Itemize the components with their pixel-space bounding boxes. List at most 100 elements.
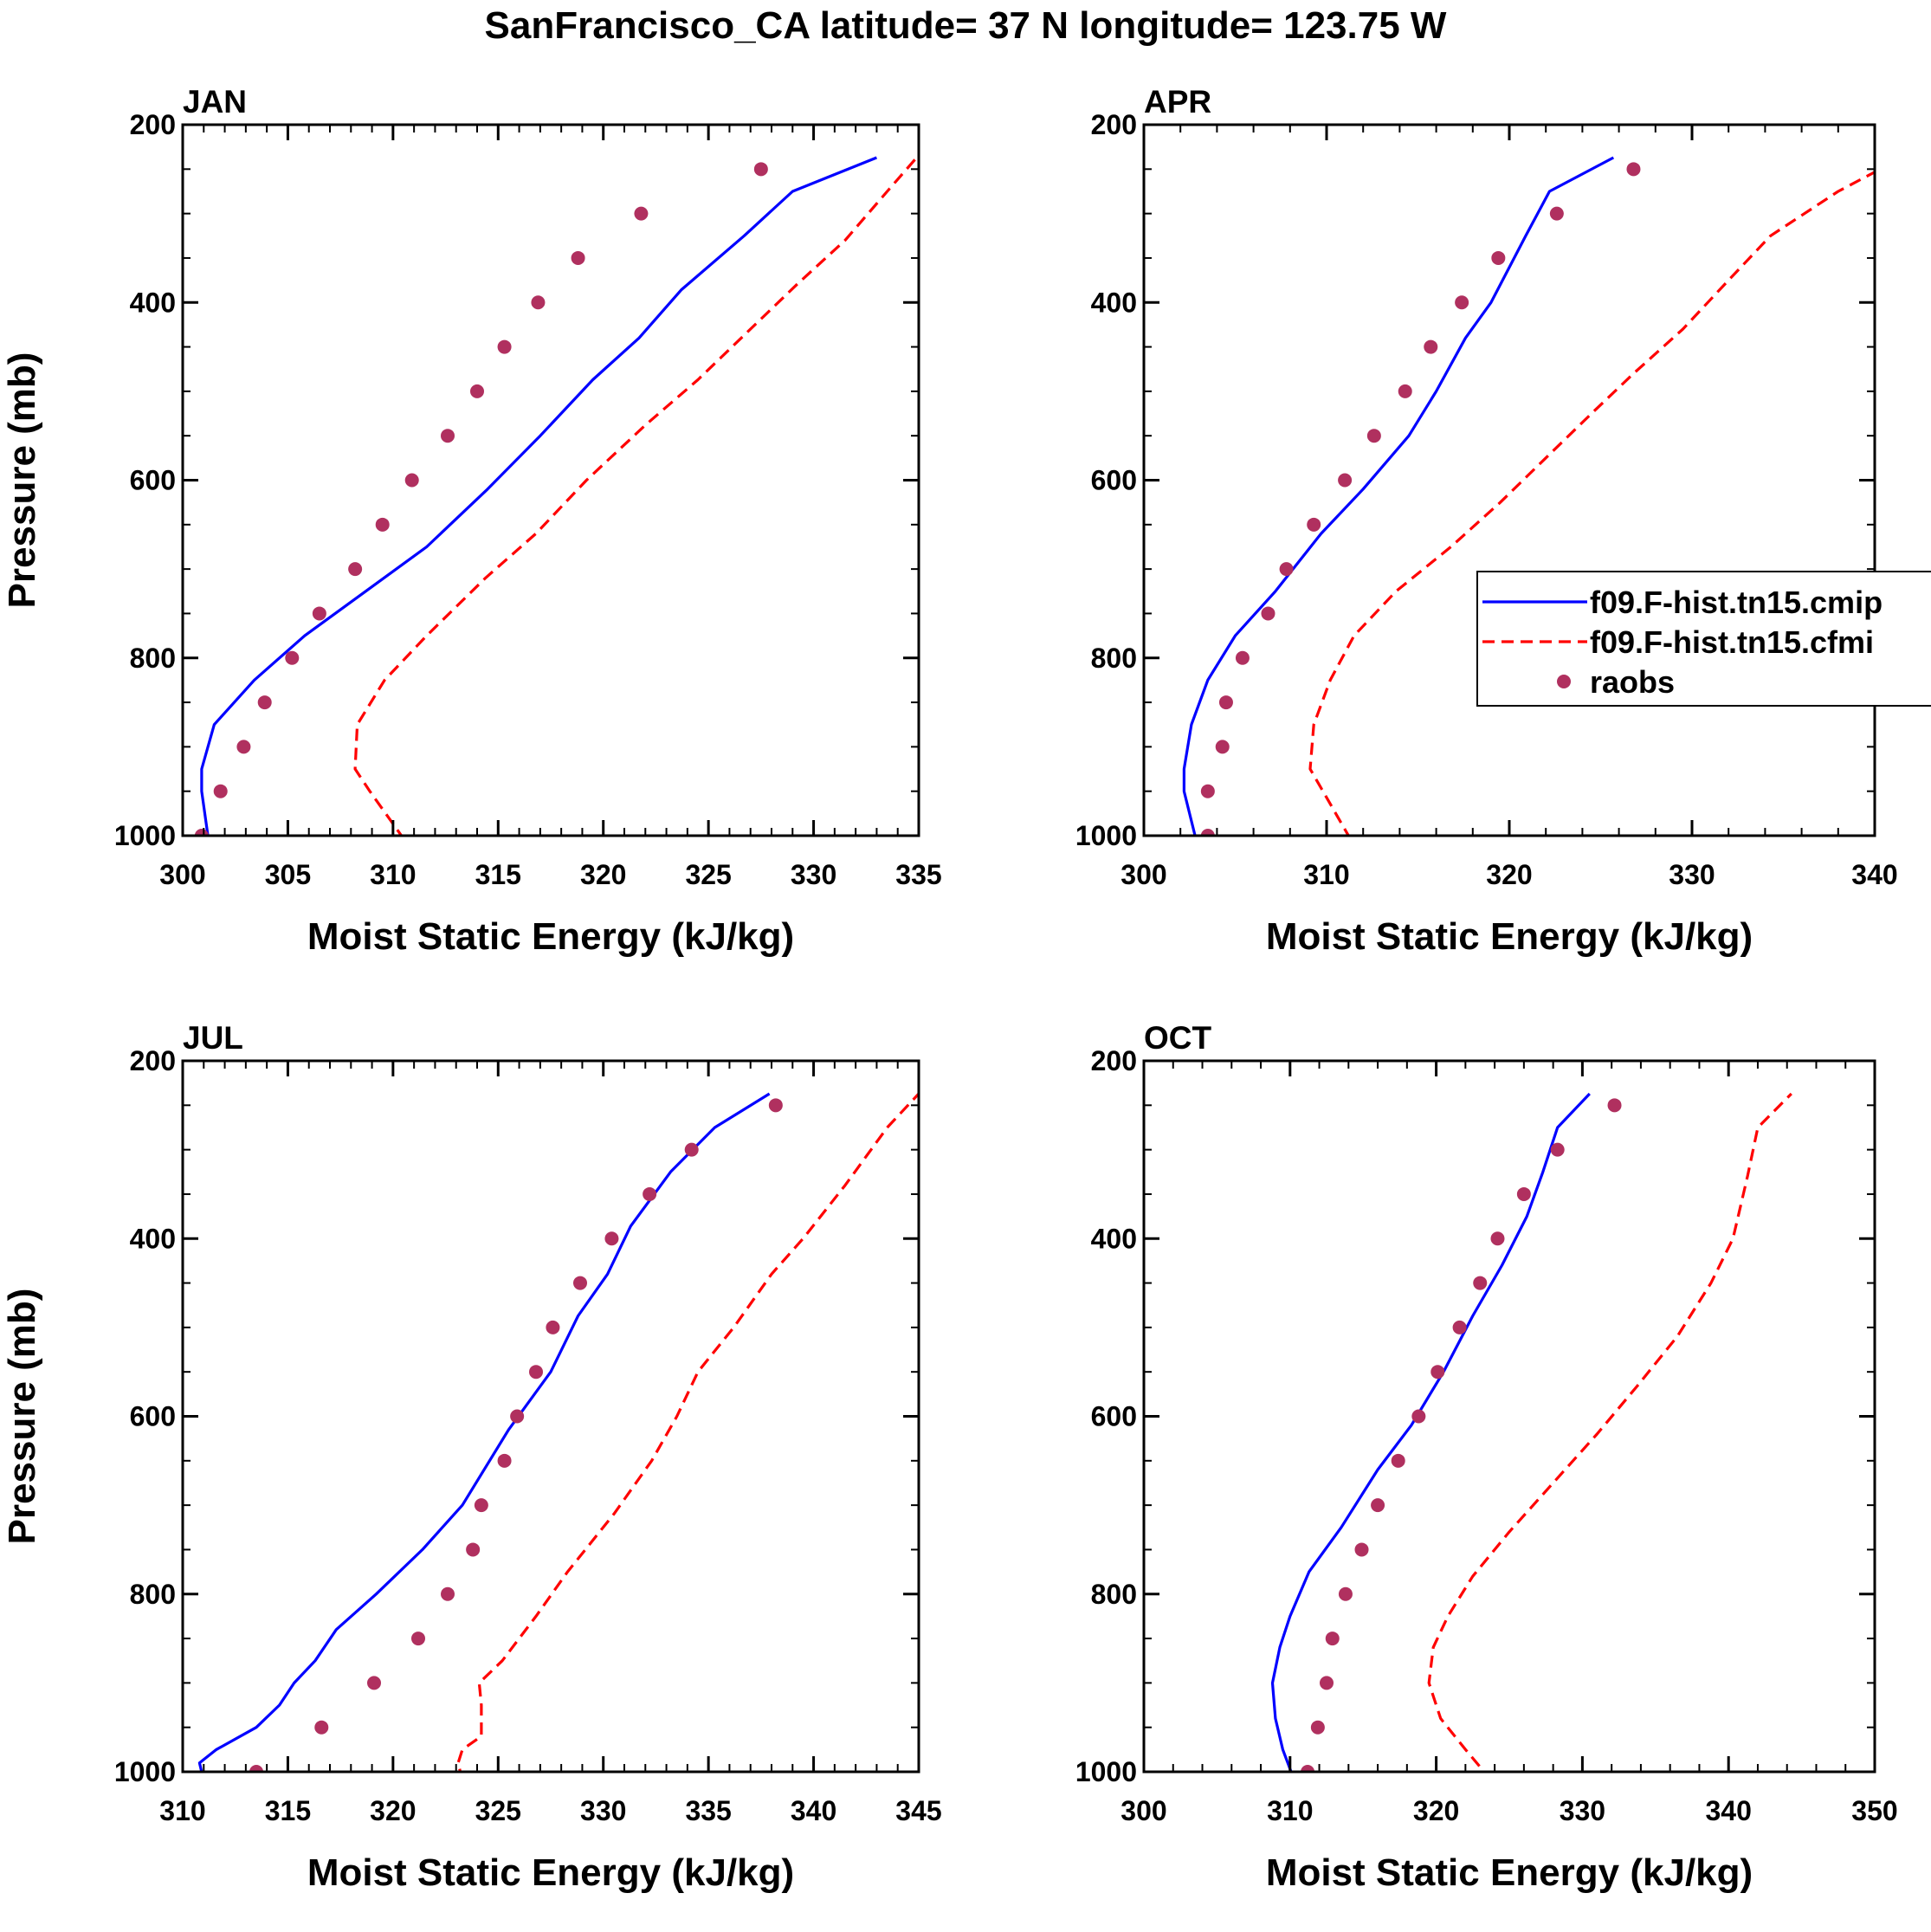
y-tick-label: 200: [130, 1045, 176, 1076]
plot-frame: [181, 1059, 920, 1774]
x-tick-label: 320: [1486, 859, 1532, 890]
x-axis-label: Moist Static Energy (kJ/kg): [307, 915, 794, 958]
plot-area: [1182, 156, 1875, 836]
raobs-point: [753, 162, 768, 177]
cmip-line: [200, 156, 877, 836]
panel-jan: JAN 300 305 310 315 320 325 330 335 200 400 600 800 1…: [1, 84, 942, 958]
raobs-point: [1452, 1320, 1467, 1334]
plot-frame: [1142, 1059, 1876, 1774]
raobs-point: [1215, 740, 1230, 754]
x-axis-label: Moist Static Energy (kJ/kg): [1266, 915, 1753, 958]
raobs-point: [375, 517, 390, 532]
raobs-point: [1200, 784, 1215, 798]
raobs-point: [213, 784, 228, 798]
x-tick-label: 350: [1851, 1795, 1897, 1826]
x-tick-label: 335: [685, 1795, 731, 1826]
figure-title: SanFrancisco_CA latitude= 37 N longitude…: [485, 4, 1447, 47]
x-tick-label: 320: [1413, 1795, 1459, 1826]
x-tick-label: 310: [370, 859, 416, 890]
raobs-point: [1218, 695, 1233, 710]
y-axis-label: Pressure (mb): [1, 352, 43, 609]
cfmip-line: [1427, 1092, 1792, 1772]
legend-label: f09.F-hist.tn15.cfmi: [1590, 624, 1874, 660]
raobs-point: [510, 1409, 525, 1424]
raobs-point: [194, 829, 209, 836]
y-tick-label: 1000: [114, 1756, 176, 1787]
plot-area: [197, 1092, 919, 1772]
x-axis-label: Moist Static Energy (kJ/kg): [307, 1851, 794, 1894]
raobs-point: [1307, 517, 1321, 532]
raobs-point: [1354, 1542, 1369, 1557]
y-tick-label: 1000: [114, 820, 176, 851]
raobs-point: [1338, 1586, 1353, 1601]
panel-title: JAN: [183, 84, 247, 120]
y-tick-label: 800: [1091, 1579, 1137, 1610]
legend: f09.F-hist.tn15.cmip f09.F-hist.tn15.cfmi…: [1476, 571, 1931, 707]
cmip-line: [1182, 156, 1615, 836]
cmip-line: [1270, 1092, 1591, 1772]
x-tick-label: 315: [265, 1795, 311, 1826]
y-tick-label: 400: [130, 287, 176, 318]
raobs-point: [1310, 1720, 1325, 1735]
plot-frame: [181, 123, 920, 837]
panel-jul: JUL 310 315 320 325 330 335 340 345 200 400 600 800 1…: [1, 1020, 942, 1894]
raobs-point: [634, 206, 649, 221]
y-tick-label: 1000: [1075, 1756, 1137, 1787]
raobs-point: [236, 740, 251, 754]
legend-label: raobs: [1590, 664, 1675, 700]
cfmip-line: [456, 1092, 919, 1772]
x-tick-label: 300: [159, 859, 205, 890]
legend-label: f09.F-hist.tn15.cmip: [1590, 585, 1883, 620]
raobs-point: [367, 1676, 381, 1690]
x-tick-label: 320: [370, 1795, 416, 1826]
raobs-point: [1279, 562, 1294, 577]
raobs-point: [441, 429, 455, 443]
raobs-point: [348, 562, 363, 577]
x-tick-label: 340: [791, 1795, 836, 1826]
y-axis-label: Pressure (mb): [1, 1289, 43, 1545]
raobs-point: [1261, 606, 1275, 621]
y-tick-label: 400: [130, 1223, 176, 1254]
raobs-point: [404, 473, 419, 488]
raobs-point: [411, 1632, 425, 1646]
x-tick-label: 330: [791, 859, 836, 890]
x-tick-label: 330: [1669, 859, 1715, 890]
panel-apr: APR 300 310 320 330 340 200 400 600 800 1000 Moist …: [1075, 84, 1898, 958]
raobs-point: [1200, 829, 1215, 836]
x-tick-label: 300: [1120, 859, 1166, 890]
y-tick-label: 200: [130, 109, 176, 140]
raobs-point: [285, 650, 300, 665]
x-tick-label: 335: [895, 859, 941, 890]
raobs-point: [466, 1542, 481, 1557]
raobs-point: [474, 1498, 488, 1513]
panel-oct: OCT 300 310 320 330 340 350 200 400 600 800 1000 Moi…: [1075, 1020, 1898, 1894]
panel-title: OCT: [1144, 1020, 1212, 1056]
raobs-point: [1549, 206, 1564, 221]
raobs-point: [1607, 1098, 1622, 1113]
raobs-point: [257, 695, 272, 710]
raobs-point: [546, 1320, 560, 1334]
y-tick-label: 200: [1091, 109, 1137, 140]
raobs-point: [249, 1765, 263, 1772]
panel-title: JUL: [183, 1020, 243, 1056]
y-tick-label: 600: [1091, 465, 1137, 496]
raobs-point: [643, 1186, 657, 1201]
raobs-point: [529, 1365, 543, 1380]
raobs-point: [314, 1720, 329, 1735]
raobs-point: [441, 1586, 455, 1601]
raobs-point: [768, 1098, 783, 1113]
y-tick-label: 600: [130, 465, 176, 496]
raobs-point: [312, 606, 326, 621]
x-tick-label: 310: [159, 1795, 205, 1826]
raobs-point: [531, 295, 546, 310]
x-tick-label: 320: [580, 859, 626, 890]
x-tick-label: 345: [895, 1795, 941, 1826]
raobs-point: [1626, 162, 1641, 177]
x-tick-label: 310: [1267, 1795, 1313, 1826]
y-tick-label: 400: [1091, 1223, 1137, 1254]
x-tick-label: 325: [685, 859, 731, 890]
raobs-point: [1320, 1676, 1334, 1690]
raobs-point: [1455, 295, 1469, 310]
raobs-point: [1473, 1276, 1488, 1290]
